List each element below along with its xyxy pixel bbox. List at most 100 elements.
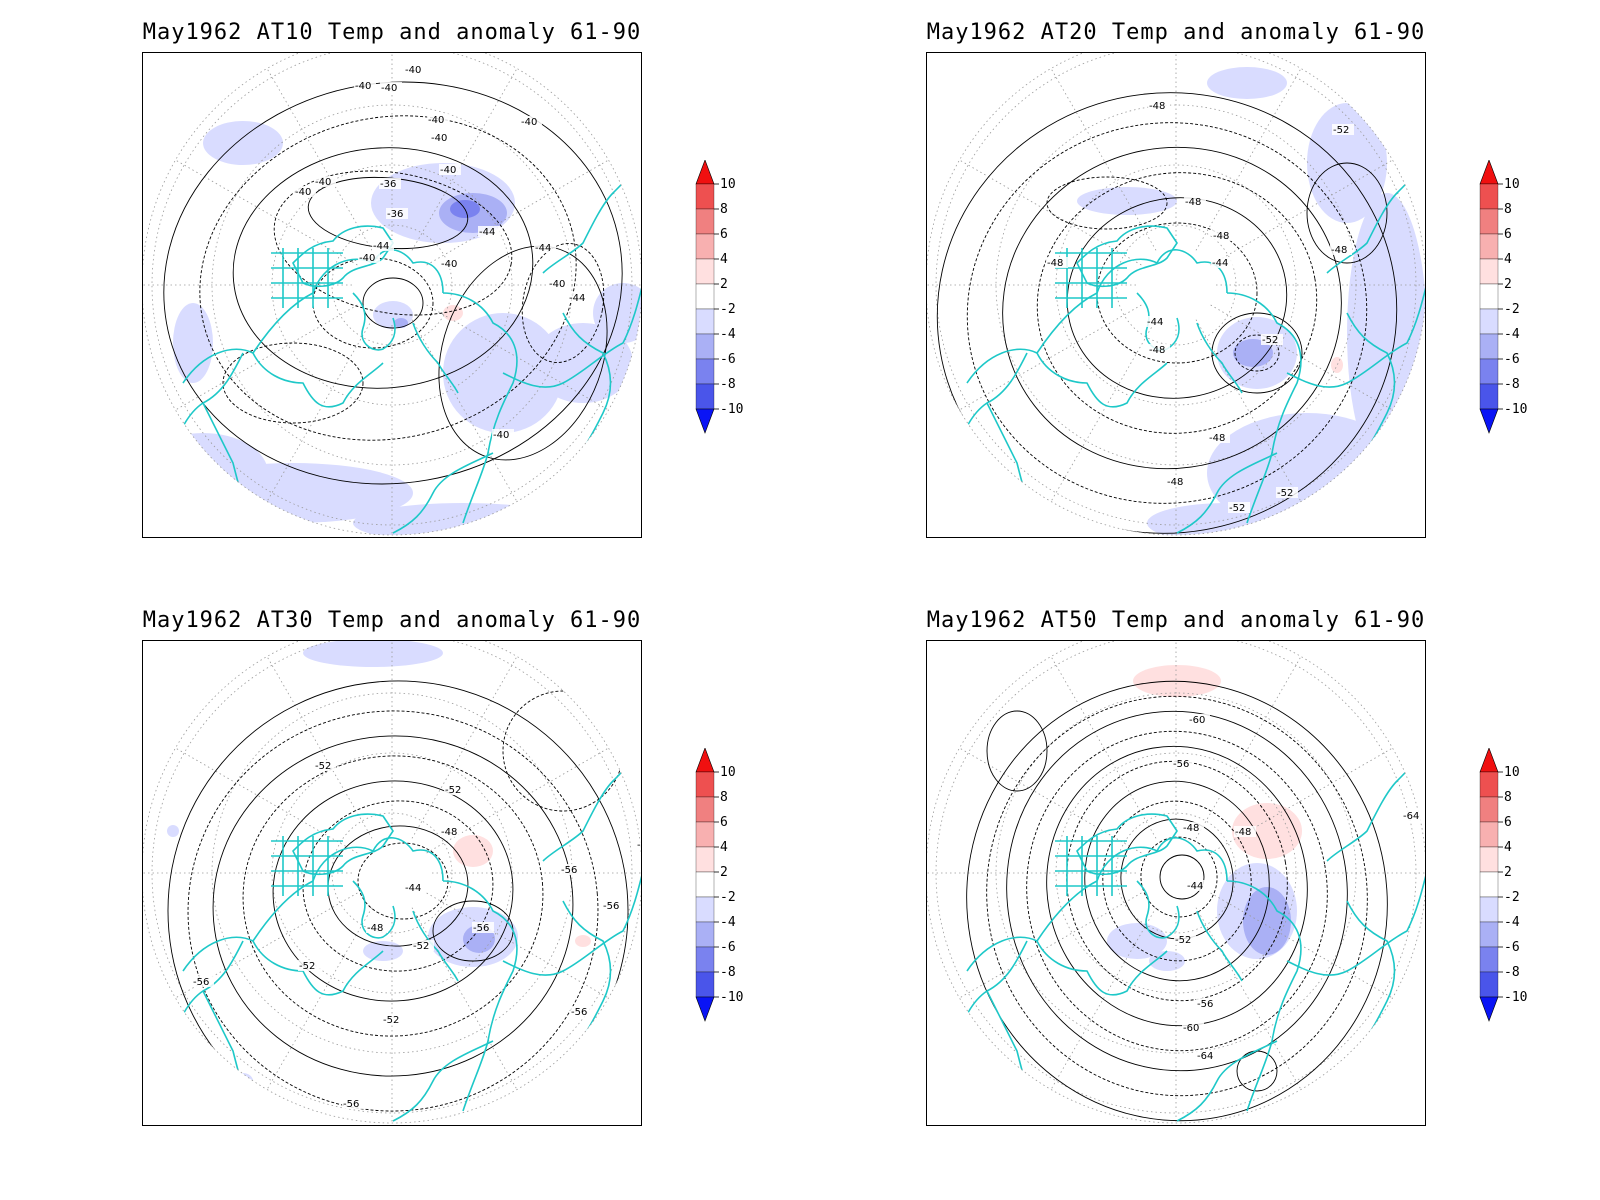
contour-label: -40	[295, 187, 311, 198]
colorbar-label: -10	[1504, 402, 1527, 417]
colorbar-label: -6	[1504, 352, 1520, 367]
contour-line	[273, 170, 513, 316]
contour-label: -52	[445, 785, 461, 796]
colorbar-segment	[1479, 921, 1499, 948]
colorbar-label: -10	[1504, 990, 1527, 1005]
latitude-circle	[1055, 752, 1297, 994]
map-svg: -60 -56 -48 -48 -44 -52 -56 -60 -64 -64	[927, 641, 1425, 1124]
contour-label: -48	[1185, 197, 1201, 208]
colorbar-label: 10	[720, 765, 736, 780]
polar-map[interactable]: -48 -48 -48 -48 -48 -52 -44 -44 -48 -52 -48 -48 -52 -…	[926, 52, 1426, 538]
contour-label: -52	[413, 941, 429, 952]
colorbar-label: 10	[1504, 765, 1520, 780]
colorbar-label: -6	[720, 940, 736, 955]
polar-map[interactable]: -40 -40 -40 -40 -40 -40 -40 -40 -40 -36 -36 -40 -44-…	[142, 52, 642, 538]
colorbar-arrow-bottom	[695, 408, 715, 434]
colorbar-segment	[695, 283, 715, 310]
anomaly-shading	[394, 318, 408, 328]
anomaly-shading	[303, 641, 443, 667]
colorbar-segment	[695, 183, 715, 210]
coastline	[252, 940, 384, 996]
coastline	[1176, 1040, 1278, 1122]
colorbar-label: 8	[1504, 202, 1512, 217]
colorbar-segment	[1479, 771, 1499, 798]
contour-line	[966, 680, 1388, 1122]
contour-line	[936, 92, 1398, 534]
colorbar-segment	[695, 383, 715, 410]
contour-label: -44	[405, 883, 421, 894]
colorbar-segment	[695, 233, 715, 260]
colorbar-label: -10	[720, 990, 743, 1005]
colorbar-segment	[1479, 308, 1499, 335]
coastline	[1226, 880, 1302, 1112]
coastline	[392, 452, 494, 534]
colorbar-label: -2	[1504, 302, 1520, 317]
coastline	[1226, 292, 1302, 524]
contour-line	[1006, 710, 1348, 1072]
colorbar-segment	[1479, 258, 1499, 285]
colorbar-label: 2	[1504, 865, 1512, 880]
anomaly-shading	[593, 283, 641, 343]
contour-label: -36	[380, 179, 396, 190]
contour-label: -64	[1403, 811, 1419, 822]
contour-label: -44	[1212, 258, 1228, 269]
colorbar-segment	[695, 821, 715, 848]
meridian-line	[1195, 68, 1302, 251]
colorbar-label: -8	[1504, 377, 1520, 392]
anomaly-shading	[1243, 887, 1291, 955]
contour-label: -48	[1183, 823, 1199, 834]
latitude-circle	[935, 53, 1417, 526]
colorbar-arrow-top	[1479, 748, 1499, 773]
contour-label: -56	[561, 865, 577, 876]
colorbar-arrow-top	[1479, 160, 1499, 185]
colorbar-label: -6	[720, 352, 736, 367]
contour-label: -52	[1262, 335, 1278, 346]
colorbar-arrow-bottom	[1479, 996, 1499, 1022]
contour-label: -56	[193, 977, 209, 988]
colorbar-segment	[695, 333, 715, 360]
contour-label: -48	[1209, 433, 1225, 444]
polar-map[interactable]: -52 -52 -48 -44 -48 -52 -56 -56 -56 -56 -52 -52 -56 -…	[142, 640, 642, 1126]
colorbar-label: -4	[1504, 327, 1520, 342]
colorbar-label: -4	[720, 915, 736, 930]
meridian-line	[1050, 68, 1157, 251]
coastline	[1036, 352, 1168, 408]
colorbar: 10 8 6 4 2 -2 -4 -6 -8 -10	[1479, 748, 1527, 1022]
contour-label: -40	[315, 177, 331, 188]
latitude-circle	[1055, 164, 1297, 406]
contour-line	[1306, 162, 1388, 264]
contour-label: -52	[1229, 503, 1245, 514]
coastline	[956, 940, 1028, 1042]
coastline	[182, 837, 444, 972]
contour-line	[1084, 780, 1270, 982]
colorbar-segment	[1479, 208, 1499, 235]
colorbar-segment	[695, 771, 715, 798]
contour-line	[272, 780, 514, 1002]
meridian-line	[411, 907, 518, 1090]
colorbar-segment	[695, 208, 715, 235]
contour-line	[1066, 197, 1288, 399]
colorbar-arrow-top	[695, 748, 715, 773]
colorbar-label: -2	[1504, 890, 1520, 905]
colorbar-label: 10	[1504, 177, 1520, 192]
colorbar-label: 6	[720, 227, 728, 242]
anomaly-shading	[1232, 803, 1302, 859]
coastline	[352, 880, 396, 939]
contour-label: -48	[441, 827, 457, 838]
contour-line	[986, 695, 1368, 1097]
anomaly-shading	[233, 1073, 253, 1089]
contour-line	[362, 277, 424, 329]
contour-line	[222, 342, 364, 424]
contour-line	[187, 710, 599, 1112]
coastline	[966, 249, 1228, 384]
meridian-line	[411, 319, 518, 502]
colorbar-label: -2	[720, 890, 736, 905]
meridian-line	[175, 159, 358, 266]
meridian-line	[266, 907, 373, 1090]
polar-map[interactable]: -60 -56 -48 -48 -44 -52 -56 -60 -64 -64	[926, 640, 1426, 1126]
coastline	[562, 900, 612, 1062]
colorbar-label: 4	[720, 840, 728, 855]
map-svg: -52 -52 -48 -44 -48 -52 -56 -56 -56 -56 -52 -52 -56 -…	[143, 641, 641, 1124]
anomaly-shading	[1331, 357, 1343, 373]
latitude-circle	[151, 53, 633, 526]
